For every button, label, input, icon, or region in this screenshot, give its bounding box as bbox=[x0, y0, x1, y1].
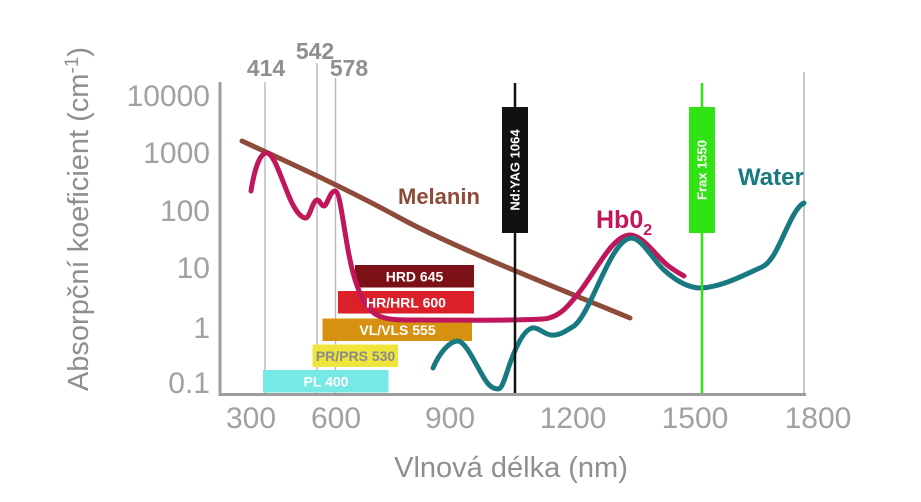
marker-label-414: 414 bbox=[247, 55, 286, 81]
x-tick-300: 300 bbox=[226, 402, 276, 435]
laser-frax-1550: Frax 1550 bbox=[689, 83, 715, 393]
y-tick-100: 100 bbox=[160, 195, 210, 228]
device-bars bbox=[263, 265, 474, 393]
y-tick-labels: 10000 1000 100 10 1 0.1 bbox=[127, 80, 210, 400]
water-curve bbox=[430, 200, 807, 392]
bar-hrd-645 bbox=[355, 265, 474, 288]
ndyag-bar bbox=[502, 107, 528, 233]
y-axis-title: Absorpční koeficient (cm-1) bbox=[62, 47, 95, 391]
y-axis-title-main: Absorpční koeficient (cm bbox=[63, 74, 95, 392]
bar-pl-400 bbox=[263, 370, 389, 393]
bar-hr-hrl-600 bbox=[338, 291, 474, 314]
melanin-curve bbox=[239, 138, 633, 321]
hbo2-label: Hb02 bbox=[596, 206, 652, 239]
bar-pr-prs-530 bbox=[312, 344, 398, 367]
frax-label: Frax 1550 bbox=[695, 140, 710, 200]
marker-label-542: 542 bbox=[296, 38, 334, 64]
x-axis-title: Vlnová délka (nm) bbox=[394, 452, 628, 484]
bar-label-hrd-645: HRD 645 bbox=[386, 269, 444, 285]
y-tick-1: 1 bbox=[193, 312, 210, 345]
x-tick-600: 600 bbox=[311, 402, 361, 435]
y-tick-10: 10 bbox=[177, 252, 210, 285]
x-tick-1500: 1500 bbox=[662, 402, 729, 435]
bar-label-pl-400: PL 400 bbox=[304, 374, 349, 390]
marker-label-578: 578 bbox=[330, 55, 369, 81]
y-tick-10000: 10000 bbox=[127, 80, 210, 113]
melanin-label: Melanin bbox=[398, 184, 480, 209]
x-tick-1200: 1200 bbox=[540, 402, 607, 435]
hbo2-curve bbox=[248, 150, 687, 323]
x-tick-1800: 1800 bbox=[785, 402, 852, 435]
y-axis-title-end: ) bbox=[63, 47, 95, 57]
bar-vl-vls-555 bbox=[322, 318, 472, 341]
y-axis-title-sup: -1 bbox=[62, 57, 83, 74]
bar-label-vl-vls-555: VL/VLS 555 bbox=[359, 322, 435, 338]
y-tick-1000: 1000 bbox=[143, 137, 210, 170]
x-tick-900: 900 bbox=[425, 402, 475, 435]
hbo2-label-sub: 2 bbox=[643, 222, 652, 239]
x-tick-labels: 300 600 900 1200 1500 1800 bbox=[226, 402, 851, 435]
water-label: Water bbox=[738, 164, 804, 191]
bar-label-pr-prs-530: PR/PRS 530 bbox=[316, 348, 396, 364]
laser-ndyag-1064: Nd:YAG 1064 bbox=[502, 83, 528, 393]
frax-bar bbox=[689, 107, 715, 233]
y-tick-0-1: 0.1 bbox=[168, 367, 210, 400]
ndyag-label: Nd:YAG 1064 bbox=[508, 129, 523, 211]
hbo2-label-main: Hb0 bbox=[596, 206, 643, 234]
bar-label-hr-hrl-600: HR/HRL 600 bbox=[366, 295, 446, 311]
